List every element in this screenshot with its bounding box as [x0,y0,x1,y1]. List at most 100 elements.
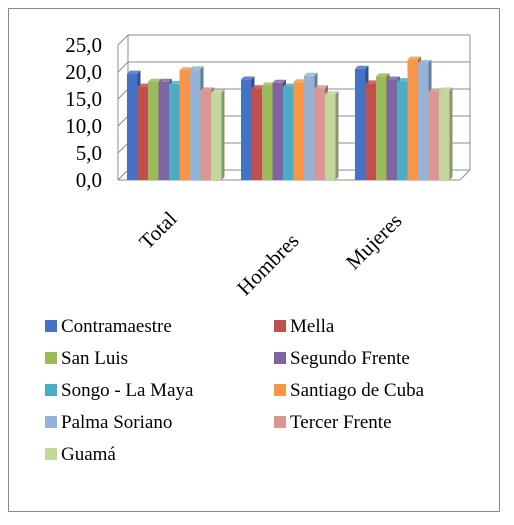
category-label: Total [134,206,181,253]
bar-top [241,76,255,80]
bar-top [386,76,400,80]
gridline-side [117,34,129,46]
bar-top [137,83,151,87]
legend-label: Palma Soriano [61,412,172,433]
bar-top [314,85,328,89]
legend-swatch [45,352,57,364]
bar-top [325,91,339,95]
bar-front [190,69,201,180]
bar-top [376,73,390,77]
legend-item: Mella [274,316,335,337]
legend-label: Mella [290,316,335,337]
bar-front [355,68,366,180]
legend-label: Segundo Frente [290,348,410,369]
y-tick-label: 25,0 [65,33,102,57]
bar-top [304,72,318,76]
gridline-side [117,142,129,154]
bar-front [397,81,408,180]
bar-side [335,91,339,180]
bar-side [449,87,453,180]
bar-front [200,90,211,180]
bar-front [169,83,180,180]
bar-top [439,87,453,91]
bar-top [293,79,307,83]
legend-item: Palma Soriano [45,412,172,433]
legend-swatch [45,384,57,396]
legend-item: Segundo Frente [274,348,410,369]
bar-side [221,89,225,180]
bar-front [211,92,222,180]
legend-item: Tercer Frente [274,412,392,433]
bars [127,56,453,180]
bar-front [365,83,376,180]
legend-label: Santiago de Cuba [290,380,425,401]
bar-front [251,88,262,180]
y-tick-label: 5,0 [76,141,102,165]
legend-item: Santiago de Cuba [274,380,425,401]
legend-label: Contramaestre [61,316,172,337]
bar-top [169,80,183,84]
bar [211,89,225,180]
bar-front [158,81,169,180]
bar [325,91,339,180]
bar-top [148,78,162,82]
bar-front [272,82,283,180]
legend-swatch [45,416,57,428]
bar-front [179,70,190,180]
category-label: Mujeres [341,209,407,275]
legend-swatch [274,320,286,332]
bar-front [241,79,252,180]
legend-label: Songo - La Maya [61,380,194,401]
bar-front [439,90,450,180]
bar-front [262,85,273,180]
legend-swatch [274,384,286,396]
bar-front [304,75,315,180]
bar-top [190,66,204,70]
bar-front [407,59,418,180]
bar-top [407,56,421,60]
legend-swatch [45,448,57,460]
bar-top [272,79,286,83]
bar-top [418,59,432,63]
bar-front [283,86,294,180]
gridline-side [117,61,129,73]
bar-front [293,82,304,180]
y-tick-label: 10,0 [65,114,102,138]
bar-top [397,78,411,82]
bar-top [262,82,276,86]
bar-top [283,83,297,87]
legend-item: San Luis [45,348,128,369]
bar-front [386,79,397,180]
bar-front [137,86,148,180]
gridline-side [117,169,129,181]
bar-front [325,94,336,180]
legend-item: Songo - La Maya [45,380,194,401]
bar-top [211,89,225,93]
bar-front [314,88,325,180]
y-tick-label: 20,0 [65,60,102,84]
bar-top [179,67,193,71]
bar-front [428,91,439,180]
bar-front [376,76,387,180]
gridline-side [117,115,129,127]
legend-item: Guamá [45,444,116,465]
y-tick-label: 0,0 [76,168,102,192]
bar-top [127,70,141,74]
legend-swatch [45,320,57,332]
bar-top [428,88,442,92]
bar-front [148,81,159,180]
bar-top [251,85,265,89]
floor-right-edge [459,169,471,181]
bar-top [355,65,369,69]
bar-front [127,73,138,180]
legend-label: Guamá [61,444,116,465]
y-tick-label: 15,0 [65,87,102,111]
bar-front [418,62,429,180]
category-label: Hombres [232,229,303,300]
bar [439,87,453,180]
legend-item: Contramaestre [45,316,172,337]
gridline-side [117,88,129,100]
legend-swatch [274,416,286,428]
legend-label: Tercer Frente [290,412,392,433]
